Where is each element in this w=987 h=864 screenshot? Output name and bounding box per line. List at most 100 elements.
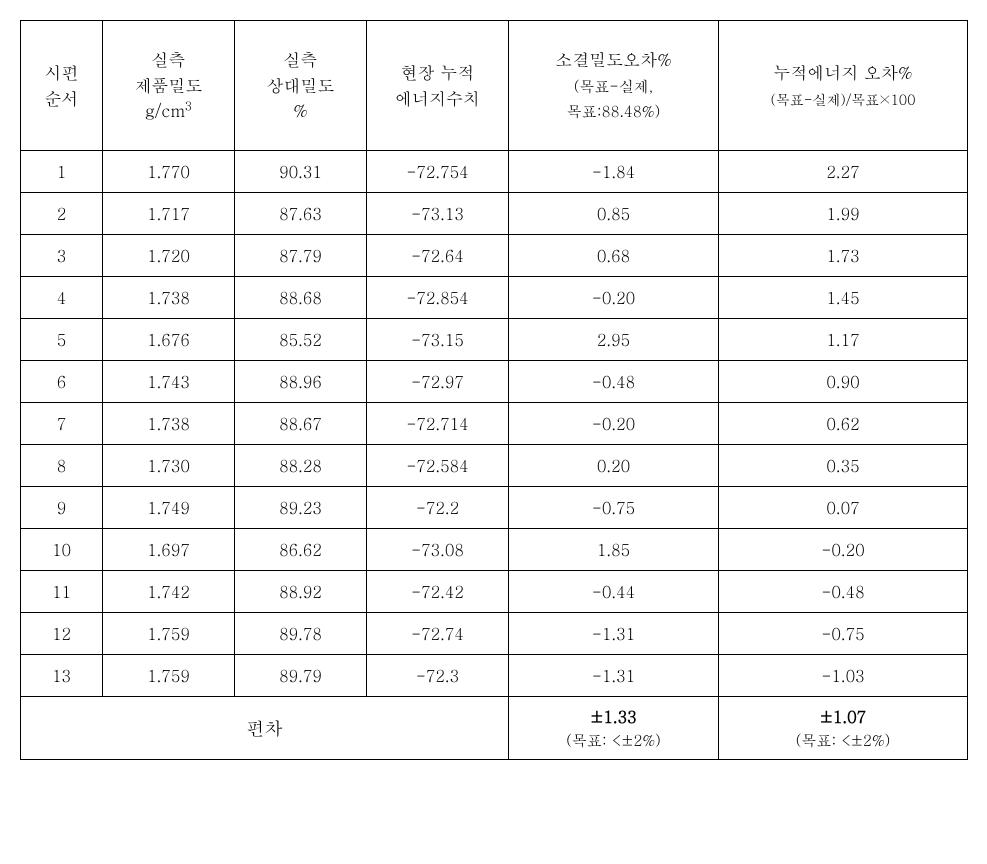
table-cell: 1.85 [509,529,719,571]
table-cell: 1.738 [103,277,235,319]
table-cell: -72.854 [367,277,509,319]
table-row: 131.75989.79-72.3-1.31-1.03 [21,655,968,697]
table-cell: -72.97 [367,361,509,403]
table-cell: 2 [21,193,103,235]
table-cell: -0.75 [509,487,719,529]
table-cell: -0.75 [719,613,968,655]
header-col-1: 실측제품밀도g/cm3 [103,21,235,151]
table-cell: 9 [21,487,103,529]
table-cell: 89.23 [235,487,367,529]
table-cell: -73.08 [367,529,509,571]
table-cell: 1.738 [103,403,235,445]
table-cell: -72.584 [367,445,509,487]
table-cell: 88.28 [235,445,367,487]
table-cell: 11 [21,571,103,613]
footer-bold-text: ±1.33 [590,705,636,728]
header-text: 실측상대밀도% [267,47,335,122]
table-cell: 88.96 [235,361,367,403]
table-cell: 1.717 [103,193,235,235]
table-cell: -0.48 [509,361,719,403]
header-col-3: 현장 누적에너지수치 [367,21,509,151]
table-cell: 0.35 [719,445,968,487]
table-cell: -73.13 [367,193,509,235]
table-row: 61.74388.96-72.97-0.480.90 [21,361,968,403]
table-row: 21.71787.63-73.130.851.99 [21,193,968,235]
table-row: 51.67685.52-73.152.951.17 [21,319,968,361]
table-row: 111.74288.92-72.42-0.44-0.48 [21,571,968,613]
table-cell: 4 [21,277,103,319]
table-body: 11.77090.31-72.754-1.842.2721.71787.63-7… [21,151,968,697]
table-row: 91.74989.23-72.2-0.750.07 [21,487,968,529]
table-cell: -0.20 [509,277,719,319]
table-cell: 0.68 [509,235,719,277]
table-row: 41.73888.68-72.854-0.201.45 [21,277,968,319]
data-table: 시편순서 실측제품밀도g/cm3 실측상대밀도% 현장 누적에너지수치 소결밀도… [20,20,968,760]
table-cell: 0.20 [509,445,719,487]
table-cell: 1.73 [719,235,968,277]
table-cell: 85.52 [235,319,367,361]
table-cell: 1.720 [103,235,235,277]
table-cell: 6 [21,361,103,403]
table-row: 71.73888.67-72.714-0.200.62 [21,403,968,445]
table-cell: 1.697 [103,529,235,571]
table-cell: 2.95 [509,319,719,361]
table-cell: -72.42 [367,571,509,613]
table-cell: 1.759 [103,613,235,655]
header-text: 시편순서 [45,60,79,110]
table-cell: 10 [21,529,103,571]
table-cell: -72.754 [367,151,509,193]
table-cell: 0.85 [509,193,719,235]
table-header: 시편순서 실측제품밀도g/cm3 실측상대밀도% 현장 누적에너지수치 소결밀도… [21,21,968,151]
footer-label-text: 편차 [247,716,283,741]
table-cell: -72.714 [367,403,509,445]
table-row: 81.73088.28-72.5840.200.35 [21,445,968,487]
table-cell: 1.759 [103,655,235,697]
header-text: 실측제품밀도g/cm [135,47,203,122]
table-cell: -72.64 [367,235,509,277]
table-cell: 0.07 [719,487,968,529]
header-row: 시편순서 실측제품밀도g/cm3 실측상대밀도% 현장 누적에너지수치 소결밀도… [21,21,968,151]
table-cell: 1.749 [103,487,235,529]
footer-col-4: ±1.33(목표: <±2%) [509,697,719,760]
table-cell: 88.92 [235,571,367,613]
header-col-5: 누적에너지 오차%(목표-실제)/목표×100 [719,21,968,151]
table-cell: -72.3 [367,655,509,697]
table-cell: 1 [21,151,103,193]
table-cell: 0.90 [719,361,968,403]
table-cell: -1.31 [509,613,719,655]
table-cell: 1.45 [719,277,968,319]
footer-row: 편차 ±1.33(목표: <±2%) ±1.07(목표: <±2%) [21,697,968,760]
table-cell: 90.31 [235,151,367,193]
table-row: 121.75989.78-72.74-1.31-0.75 [21,613,968,655]
table-cell: -1.31 [509,655,719,697]
header-text: 현장 누적에너지수치 [395,60,480,110]
table-cell: 1.676 [103,319,235,361]
table-cell: -1.03 [719,655,968,697]
table-cell: 87.63 [235,193,367,235]
table-cell: -72.74 [367,613,509,655]
table-cell: 1.17 [719,319,968,361]
table-cell: 3 [21,235,103,277]
table-cell: 88.67 [235,403,367,445]
table-cell: 89.79 [235,655,367,697]
table-row: 31.72087.79-72.640.681.73 [21,235,968,277]
header-col-4: 소결밀도오차%(목표-실제,목표:88.48%) [509,21,719,151]
footer-label-cell: 편차 [21,697,509,760]
footer-bold-text: ±1.07 [820,705,866,728]
table-cell: 12 [21,613,103,655]
footer-sub-text: (목표: <±2%) [566,730,661,751]
table-cell: 1.743 [103,361,235,403]
table-cell: 1.770 [103,151,235,193]
header-col-0: 시편순서 [21,21,103,151]
header-text: 누적에너지 오차% [773,60,912,84]
table-cell: 1.730 [103,445,235,487]
table-cell: 1.99 [719,193,968,235]
table-cell: 7 [21,403,103,445]
footer-sub-text: (목표: <±2%) [796,730,891,751]
header-sub-text: (목표-실제,목표:88.48%) [567,76,661,123]
table-cell: 1.742 [103,571,235,613]
table-cell: 5 [21,319,103,361]
table-cell: 0.62 [719,403,968,445]
footer-col-5: ±1.07(목표: <±2%) [719,697,968,760]
header-col-2: 실측상대밀도% [235,21,367,151]
